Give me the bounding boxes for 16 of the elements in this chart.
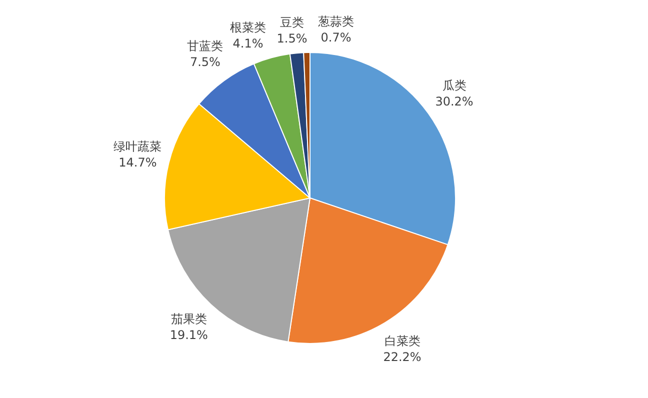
slice-label: 豆类: [280, 15, 304, 30]
slice-label: 甘蓝类: [187, 38, 224, 53]
data-label: 4.1%: [232, 36, 264, 51]
data-label: 0.7%: [320, 30, 352, 45]
data-label: 19.1%: [170, 328, 208, 342]
slice-label: 白菜类: [384, 334, 420, 348]
slice-label: 瓜类: [442, 78, 466, 93]
slice-label: 根菜类: [230, 20, 266, 35]
data-label: 14.7%: [118, 156, 157, 170]
data-label: 1.5%: [276, 31, 308, 46]
data-label: 7.5%: [190, 54, 220, 69]
slice-label: 葱蒜类: [318, 14, 354, 29]
slice-label: 茄果类: [170, 312, 207, 326]
data-label: 30.2%: [435, 94, 474, 109]
slice-label: 绿叶蔬菜: [114, 140, 162, 154]
data-label: 22.2%: [383, 350, 422, 364]
